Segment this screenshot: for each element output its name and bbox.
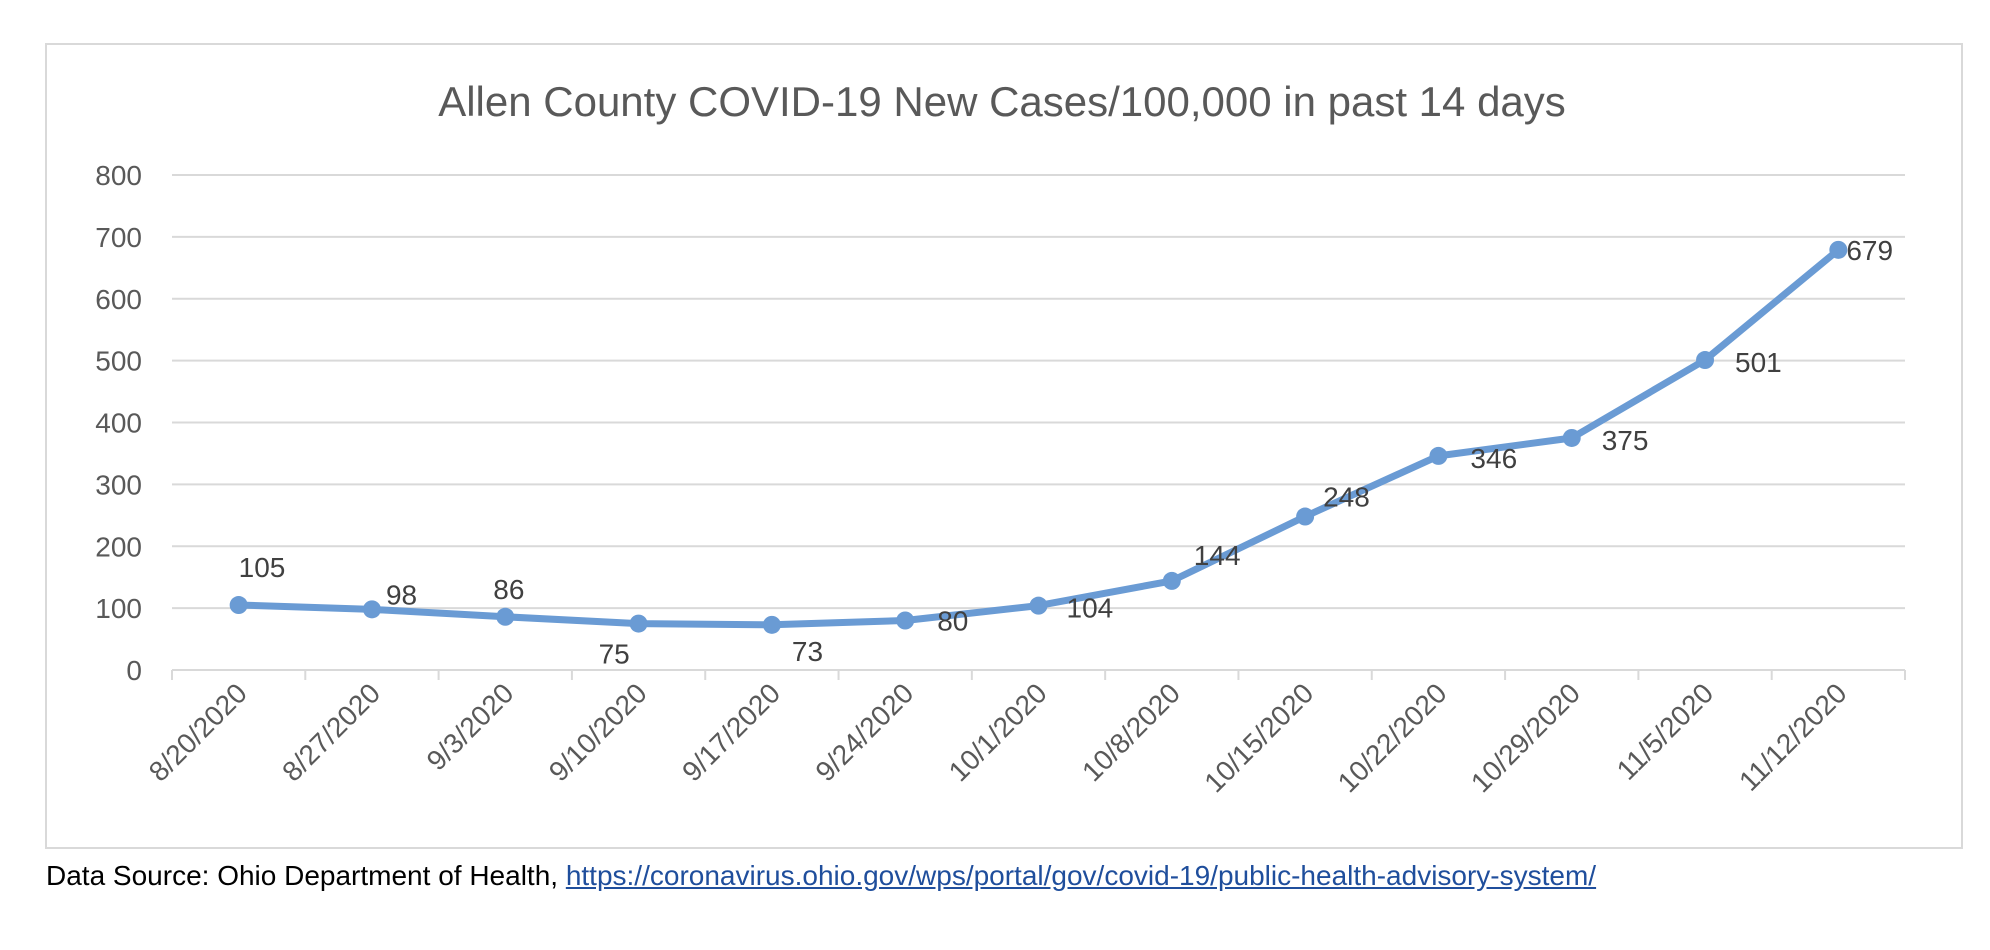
source-prefix: Data Source: Ohio Department of Health,: [46, 860, 566, 891]
data-markers: [229, 240, 1848, 634]
data-point-11/12/2020: [1829, 240, 1848, 259]
line-chart: Allen County COVID-19 New Cases/100,000 …: [95, 78, 1906, 798]
data-label: 375: [1602, 425, 1649, 456]
data-point-10/29/2020: [1562, 428, 1581, 447]
y-tick-label: 200: [95, 531, 142, 562]
y-tick-label: 0: [126, 655, 142, 686]
x-tick-label: 8/20/2020: [143, 677, 253, 787]
data-point-8/20/2020: [229, 596, 248, 615]
y-tick-label: 300: [95, 469, 142, 500]
x-tick-label: 11/12/2020: [1733, 677, 1853, 797]
y-tick-label: 600: [95, 284, 142, 315]
y-tick-label: 800: [95, 160, 142, 191]
series-line-layer: [235, 246, 1842, 629]
x-tick-label: 9/3/2020: [421, 677, 520, 776]
x-tick-label: 10/29/2020: [1465, 677, 1586, 798]
data-point-9/3/2020: [496, 607, 515, 626]
y-tick-label: 500: [95, 346, 142, 377]
data-point-11/5/2020: [1696, 351, 1715, 370]
x-tick-label: 8/27/2020: [276, 677, 386, 787]
x-tick-label: 9/24/2020: [809, 677, 919, 787]
data-point-10/22/2020: [1429, 446, 1448, 465]
series-line: [235, 246, 1842, 629]
data-label: 679: [1846, 235, 1893, 266]
gridlines: [171, 174, 1906, 680]
source-link[interactable]: https://coronavirus.ohio.gov/wps/portal/…: [565, 860, 1597, 891]
data-label: 75: [599, 639, 630, 670]
data-label: 80: [937, 606, 968, 637]
x-axis-tick-labels: 8/20/2020 8/27/2020 9/3/2020 9/10/2020 9/17/…: [143, 677, 1853, 798]
data-label: 501: [1735, 347, 1782, 378]
chart-title: Allen County COVID-19 New Cases/100,000 …: [438, 78, 1566, 125]
data-label: 248: [1323, 482, 1370, 513]
data-point-10/8/2020: [1162, 571, 1181, 590]
x-tick-label: 10/22/2020: [1332, 677, 1453, 798]
data-point-8/27/2020: [362, 600, 381, 619]
data-source-note: Data Source: Ohio Department of Health, …: [46, 860, 1596, 892]
data-point-9/17/2020: [762, 615, 781, 634]
y-tick-label: 700: [95, 222, 142, 253]
data-label: 98: [386, 579, 417, 610]
data-point-10/1/2020: [1029, 596, 1048, 615]
data-label: 104: [1067, 593, 1114, 624]
x-tick-label: 10/8/2020: [1076, 677, 1186, 787]
data-label: 86: [493, 574, 524, 605]
data-labels: 105 98 86 75 73 80 104 144 248 346 375 501 679: [239, 235, 1893, 670]
data-point-9/10/2020: [629, 614, 648, 633]
x-tick-label: 9/10/2020: [543, 677, 653, 787]
y-tick-label: 400: [95, 408, 142, 439]
chart-area: [45, 43, 1963, 849]
data-label: 105: [239, 552, 286, 583]
data-point-9/24/2020: [896, 611, 915, 630]
x-tick-label: 9/17/2020: [676, 677, 786, 787]
data-label: 73: [792, 636, 823, 667]
x-tick-label: 10/1/2020: [943, 677, 1053, 787]
data-label: 346: [1470, 443, 1517, 474]
data-label: 144: [1194, 540, 1241, 571]
y-tick-label: 100: [95, 593, 142, 624]
x-tick-label: 10/15/2020: [1198, 677, 1319, 798]
x-tick-label: 11/5/2020: [1611, 677, 1720, 786]
data-point-10/15/2020: [1296, 507, 1315, 526]
y-axis-tick-labels: 0 100 200 300 400 500 600 700 800: [95, 160, 142, 686]
